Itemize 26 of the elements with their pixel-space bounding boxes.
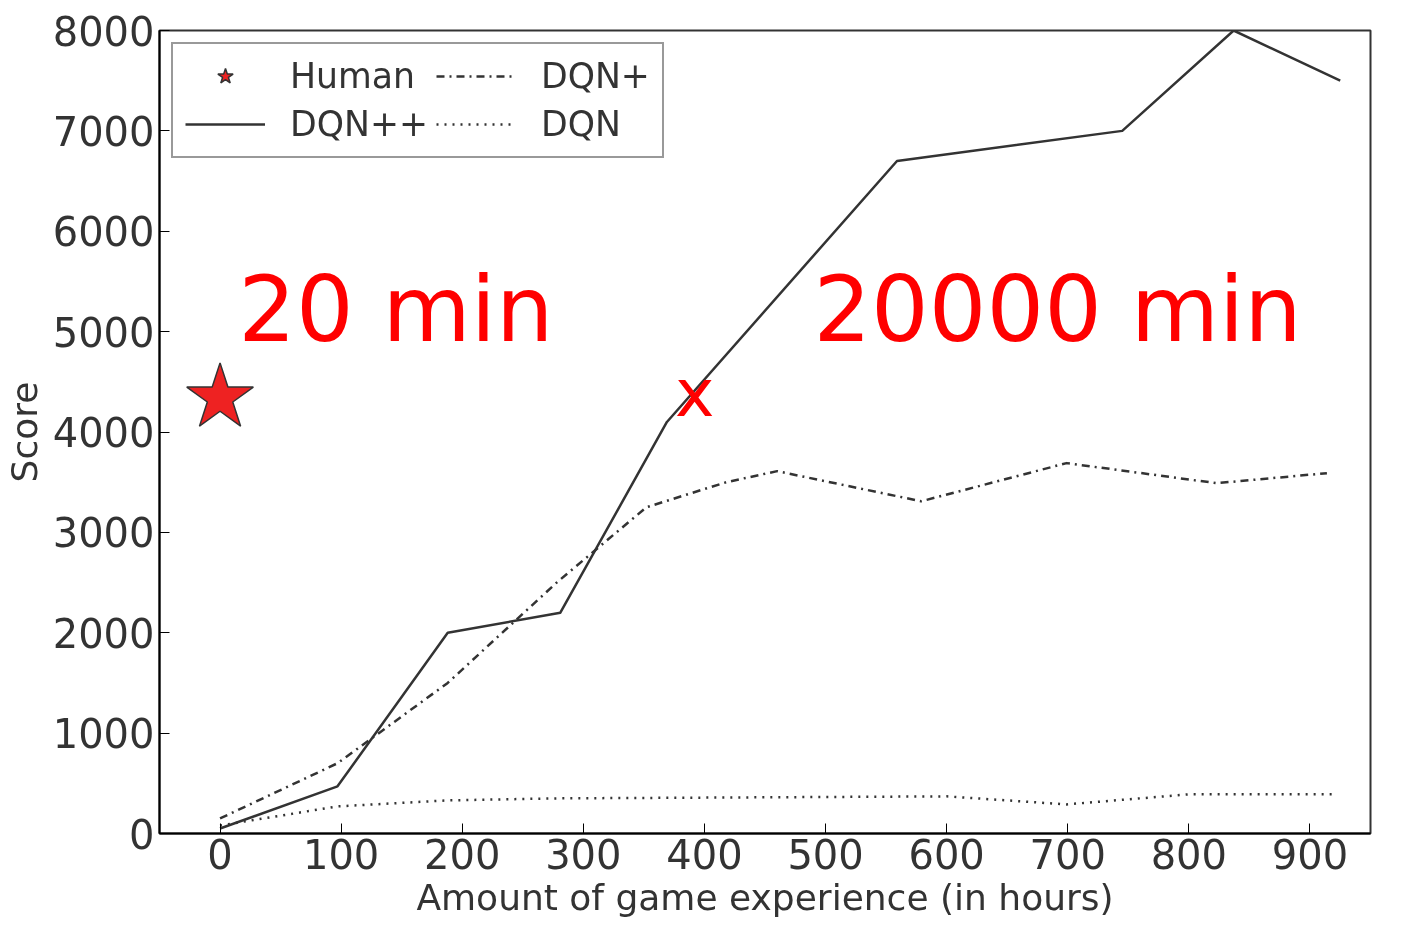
annotation: 20000 min xyxy=(813,256,1302,362)
x-tick-label: 600 xyxy=(908,831,985,878)
y-axis-title: Score xyxy=(3,381,45,483)
legend-label: Human xyxy=(290,56,415,96)
legend-label: DQN+ xyxy=(540,56,650,96)
x-tick-label: 200 xyxy=(424,831,501,878)
x-tick-label: 300 xyxy=(545,831,622,878)
x-tick-label: 400 xyxy=(666,831,743,878)
y-tick-label: 8000 xyxy=(52,8,155,55)
x-tick-label: 0 xyxy=(207,831,233,878)
x-tick-label: 700 xyxy=(1029,831,1106,878)
x-tick-label: 500 xyxy=(787,831,864,878)
y-tick-label: 1000 xyxy=(52,711,155,758)
x-tick-label: 100 xyxy=(302,831,380,878)
legend-label: DQN xyxy=(540,104,621,144)
annotation: 20 min xyxy=(238,256,554,362)
x-axis-title: Amount of game experience (in hours) xyxy=(416,876,1114,918)
y-tick-label: 4000 xyxy=(52,410,155,456)
y-tick-label: 7000 xyxy=(52,108,155,155)
y-tick-label: 3000 xyxy=(52,510,155,557)
y-tick-label: 6000 xyxy=(52,209,155,256)
x-tick-label: 900 xyxy=(1271,831,1349,878)
y-tick-label: 2000 xyxy=(52,610,155,657)
y-tick-label: 5000 xyxy=(52,309,155,356)
x-tick-label: 800 xyxy=(1150,831,1228,878)
legend-label: DQN++ xyxy=(290,104,428,144)
